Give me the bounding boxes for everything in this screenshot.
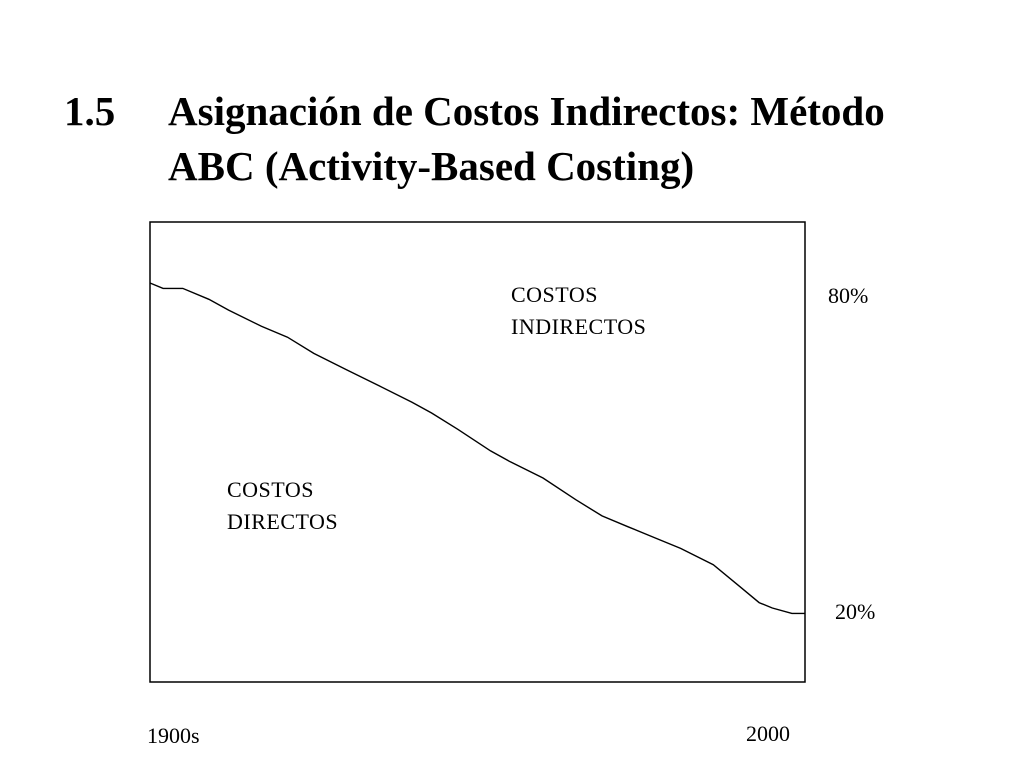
series-line-cost-split [149, 282, 805, 615]
slide-heading: Asignación de Costos Indirectos: Método … [168, 84, 988, 194]
region-label-indirect-2: INDIRECTOS [511, 314, 646, 339]
slide-number: 1.5 [64, 88, 116, 134]
x-tick-label-start: 1900s [147, 723, 200, 748]
x-tick-label-end: 2000 [746, 721, 790, 746]
y-tick-label-top: 80% [828, 283, 868, 308]
region-label-direct-2: DIRECTOS [227, 509, 338, 534]
region-label-direct-1: COSTOS [227, 477, 314, 502]
region-label-indirect-1: COSTOS [511, 282, 598, 307]
y-tick-label-bottom: 20% [835, 599, 875, 624]
slide-heading-line-1: Asignación de Costos Indirectos: Método [168, 88, 885, 134]
plot-frame [149, 221, 806, 683]
slide-heading-line-2: ABC (Activity-Based Costing) [168, 143, 695, 189]
